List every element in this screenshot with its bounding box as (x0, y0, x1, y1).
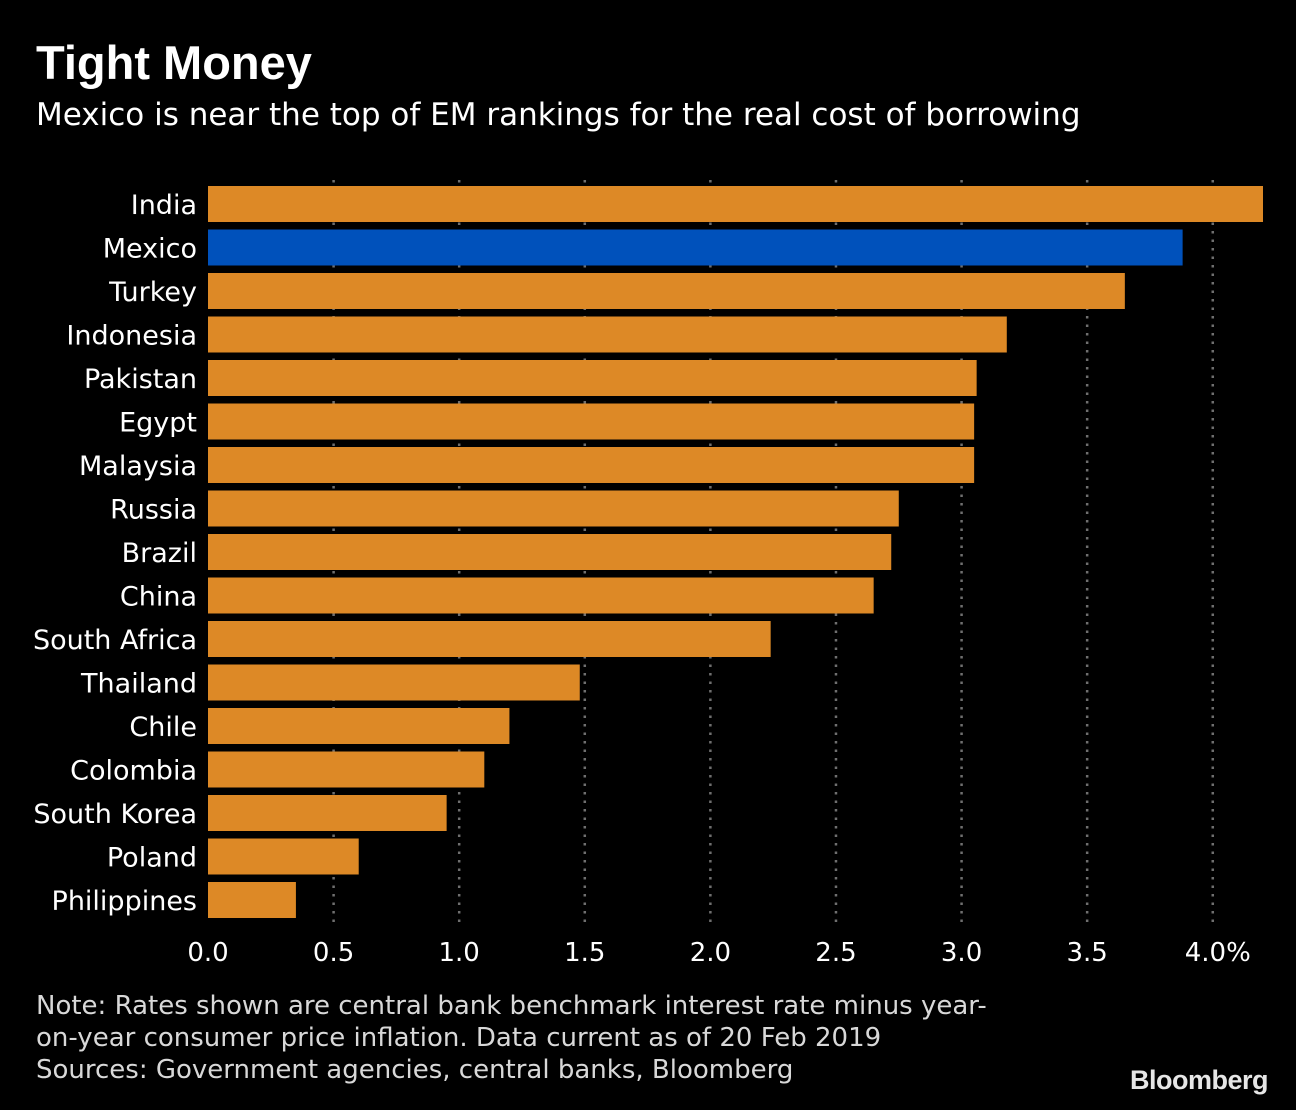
note-line-1: Note: Rates shown are central bank bench… (36, 991, 987, 1021)
x-tick-label: 2.5 (815, 938, 856, 968)
bar-mexico (208, 229, 1183, 266)
bar-chart: India Mexico Turkey Indonesia Pakistan Egypt M… (33, 180, 1263, 968)
category-label: Malaysia (79, 451, 197, 482)
category-label: Indonesia (66, 321, 197, 352)
category-label: Thailand (80, 669, 197, 700)
category-label: Chile (129, 712, 197, 743)
x-tick-label: 0.5 (313, 938, 354, 968)
category-label: Turkey (108, 277, 197, 308)
bar-poland (208, 838, 359, 875)
category-label: Poland (107, 843, 197, 874)
chart-title: Tight Money (36, 36, 312, 89)
category-label: Russia (110, 495, 197, 526)
x-tick-label: 3.0 (941, 938, 982, 968)
bar-indonesia (208, 316, 1007, 353)
x-tick-label: 0.0 (187, 938, 228, 968)
category-labels: India Mexico Turkey Indonesia Pakistan Egypt M… (33, 190, 197, 917)
x-tick-label: 1.5 (564, 938, 605, 968)
x-tick-label: 2.0 (690, 938, 731, 968)
bar-chile (208, 708, 510, 744)
bloomberg-logo: Bloomberg (1129, 1065, 1269, 1095)
category-label: China (120, 582, 197, 613)
bar-malaysia (208, 447, 975, 483)
category-label: Philippines (52, 886, 197, 917)
category-label: Brazil (122, 538, 197, 569)
category-label: South Korea (33, 799, 197, 830)
sources-line: Sources: Government agencies, central ba… (36, 1055, 794, 1085)
bar-philippines (208, 882, 296, 918)
bars (208, 186, 1263, 918)
bar-south-korea (208, 795, 447, 831)
x-tick-label: 1.0 (439, 938, 480, 968)
category-label: India (131, 190, 197, 221)
category-label: Pakistan (84, 364, 197, 395)
chart-subtitle: Mexico is near the top of EM rankings fo… (36, 97, 1081, 133)
x-axis-ticks: 0.0 0.5 1.0 1.5 2.0 2.5 3.0 3.5 4.0% (187, 938, 1251, 968)
bar-china (208, 577, 874, 614)
x-tick-label: 4.0% (1185, 938, 1251, 968)
bar-turkey (208, 273, 1125, 309)
category-label: Egypt (119, 408, 197, 439)
note-line-2: on-year consumer price inflation. Data c… (36, 1023, 882, 1053)
category-label: South Africa (33, 625, 197, 656)
bar-brazil (208, 534, 892, 570)
bar-egypt (208, 403, 975, 440)
category-label: Colombia (70, 756, 197, 787)
bar-colombia (208, 751, 485, 788)
bar-thailand (208, 664, 580, 701)
chart-note: Note: Rates shown are central bank bench… (36, 990, 1096, 1086)
bar-pakistan (208, 360, 977, 396)
bar-india (208, 186, 1263, 222)
bar-russia (208, 490, 899, 527)
bar-south-africa (208, 621, 771, 657)
category-label: Mexico (103, 234, 197, 265)
x-tick-label: 3.5 (1066, 938, 1107, 968)
